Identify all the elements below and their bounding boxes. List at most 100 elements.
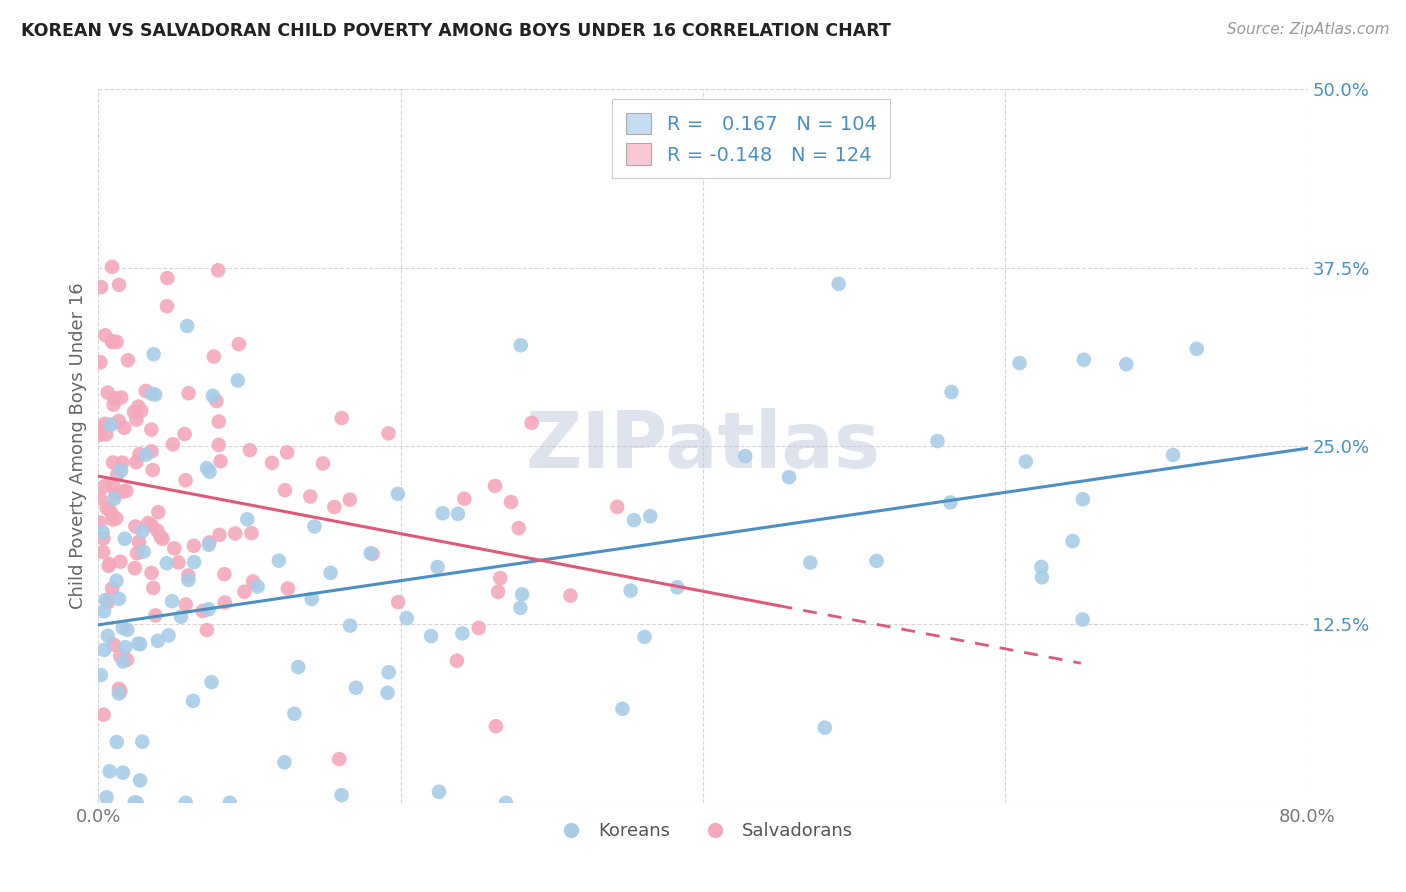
Point: [117, 623, 139, 637]
Point: [146, 633, 169, 648]
Point: [104, 486, 127, 500]
Point: [377, 426, 399, 441]
Point: [633, 630, 655, 644]
Point: [115, 653, 138, 667]
Point: [202, 350, 225, 364]
Point: [108, 681, 131, 696]
Point: [1071, 613, 1094, 627]
Point: [170, 609, 193, 624]
Point: [94, 593, 117, 607]
Point: [233, 584, 256, 599]
Point: [110, 555, 132, 569]
Point: [495, 796, 517, 810]
Point: [111, 765, 134, 780]
Point: [129, 404, 152, 418]
Point: [135, 448, 157, 462]
Point: [131, 734, 153, 748]
Point: [94, 417, 117, 431]
Point: [136, 516, 159, 530]
Point: [111, 621, 134, 635]
Point: [157, 628, 180, 642]
Point: [198, 538, 221, 552]
Point: [287, 660, 309, 674]
Point: [110, 391, 132, 405]
Point: [117, 353, 139, 368]
Point: [91, 545, 114, 559]
Point: [90, 668, 112, 682]
Point: [240, 526, 263, 541]
Point: [112, 655, 135, 669]
Point: [108, 649, 131, 664]
Point: [520, 416, 543, 430]
Point: [274, 483, 297, 498]
Point: [98, 764, 121, 779]
Point: [156, 556, 179, 570]
Point: [330, 411, 353, 425]
Point: [328, 752, 350, 766]
Point: [100, 507, 122, 521]
Point: [127, 400, 149, 414]
Point: [485, 719, 508, 733]
Point: [105, 574, 128, 588]
Point: [312, 457, 335, 471]
Point: [1031, 560, 1053, 574]
Point: [129, 773, 152, 788]
Point: [125, 412, 148, 426]
Y-axis label: Child Poverty Among Boys Under 16: Child Poverty Among Boys Under 16: [69, 283, 87, 609]
Point: [778, 470, 800, 484]
Point: [174, 473, 197, 487]
Point: [191, 604, 214, 618]
Point: [432, 506, 454, 520]
Point: [177, 573, 200, 587]
Point: [814, 721, 837, 735]
Point: [173, 427, 195, 442]
Point: [101, 334, 124, 349]
Point: [620, 583, 643, 598]
Point: [156, 271, 179, 285]
Point: [606, 500, 628, 514]
Point: [97, 385, 120, 400]
Point: [142, 347, 165, 361]
Text: KOREAN VS SALVADORAN CHILD POVERTY AMONG BOYS UNDER 16 CORRELATION CHART: KOREAN VS SALVADORAN CHILD POVERTY AMONG…: [21, 22, 891, 40]
Point: [91, 419, 114, 434]
Point: [927, 434, 949, 448]
Point: [420, 629, 443, 643]
Point: [93, 479, 115, 493]
Point: [124, 519, 146, 533]
Point: [198, 535, 221, 549]
Point: [447, 507, 470, 521]
Point: [93, 532, 115, 546]
Point: [1073, 352, 1095, 367]
Point: [131, 524, 153, 539]
Point: [612, 702, 634, 716]
Point: [486, 584, 509, 599]
Point: [214, 596, 236, 610]
Point: [260, 456, 283, 470]
Point: [93, 643, 115, 657]
Point: [97, 558, 120, 573]
Point: [344, 681, 367, 695]
Point: [1008, 356, 1031, 370]
Point: [276, 445, 298, 459]
Point: [132, 545, 155, 559]
Point: [214, 567, 236, 582]
Point: [141, 518, 163, 533]
Point: [510, 587, 533, 601]
Point: [108, 686, 131, 700]
Point: [93, 604, 115, 618]
Point: [125, 796, 148, 810]
Point: [129, 637, 152, 651]
Point: [152, 532, 174, 546]
Point: [105, 467, 128, 482]
Point: [105, 511, 128, 525]
Point: [377, 665, 399, 680]
Point: [135, 384, 157, 398]
Point: [103, 398, 125, 412]
Point: [177, 568, 200, 582]
Point: [105, 334, 128, 349]
Point: [453, 491, 475, 506]
Point: [224, 526, 246, 541]
Point: [112, 421, 135, 435]
Point: [90, 427, 112, 442]
Point: [242, 574, 264, 589]
